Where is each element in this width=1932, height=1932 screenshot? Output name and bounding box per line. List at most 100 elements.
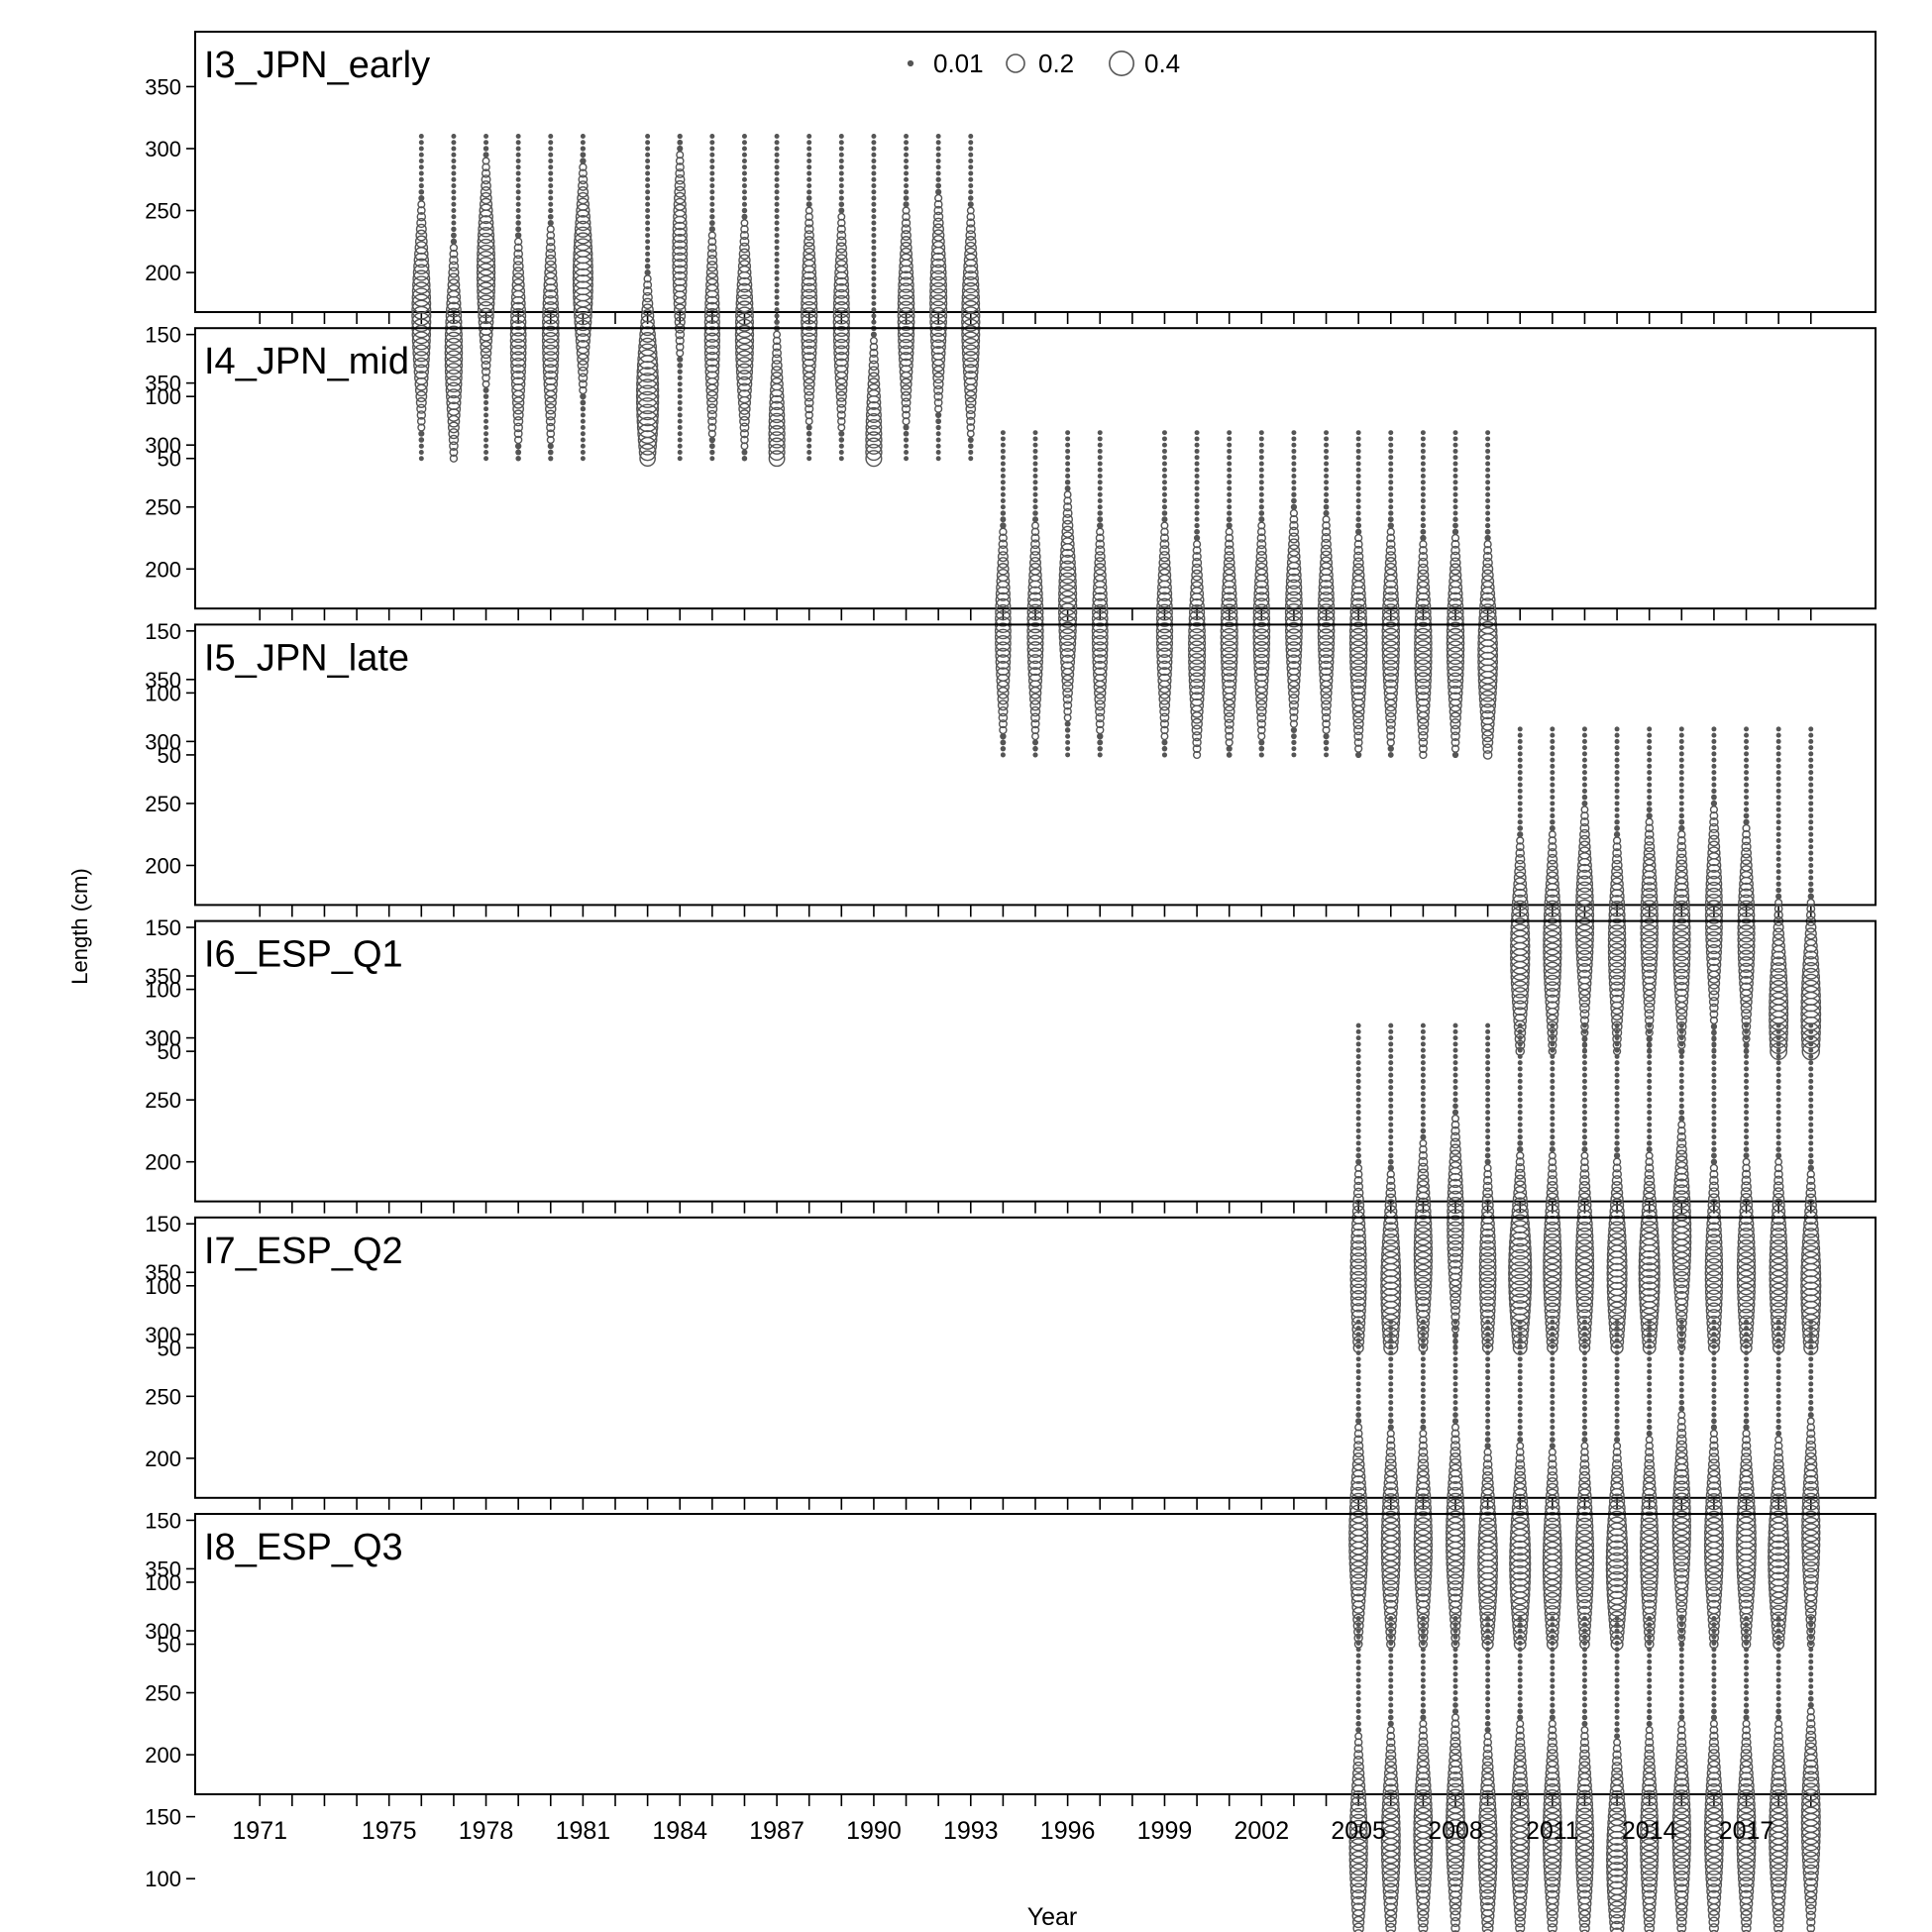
bubble xyxy=(1550,1078,1556,1084)
year-column-1989 xyxy=(832,133,850,462)
year-column-2015 xyxy=(1671,726,1691,1055)
bubble xyxy=(1485,1127,1491,1133)
bubble xyxy=(1452,455,1458,461)
bubble xyxy=(1643,1916,1656,1928)
bubble xyxy=(1355,497,1361,503)
bubble xyxy=(1614,1122,1620,1127)
year-column-2007 xyxy=(1414,430,1433,760)
bubble xyxy=(1605,1552,1629,1575)
bubble xyxy=(672,265,688,280)
year-column-2011 xyxy=(1542,1319,1562,1651)
bubble xyxy=(412,269,431,288)
bubble xyxy=(1711,757,1717,763)
bubble xyxy=(1744,1127,1750,1133)
bubble xyxy=(1775,1350,1781,1356)
bubble xyxy=(1711,1659,1717,1664)
bubble xyxy=(1188,659,1206,678)
bubble xyxy=(774,152,780,158)
bubble xyxy=(413,258,430,274)
bubble xyxy=(1808,1110,1814,1116)
bubble xyxy=(1614,1047,1620,1053)
bubble xyxy=(1708,983,1720,996)
y-tick-label: 200 xyxy=(145,1447,181,1471)
bubble xyxy=(542,351,560,369)
bubble xyxy=(1678,1381,1684,1387)
bubble xyxy=(1065,739,1071,745)
bubble xyxy=(1517,738,1523,744)
bubble xyxy=(1420,1412,1426,1418)
bubble xyxy=(1420,1072,1426,1078)
bubble xyxy=(1000,467,1006,473)
bubble xyxy=(445,388,462,405)
bubble xyxy=(645,245,651,251)
bubble xyxy=(580,140,586,146)
bubble xyxy=(1647,1659,1653,1664)
bubble xyxy=(900,384,912,396)
bubble xyxy=(1647,1615,1653,1621)
bubble xyxy=(1550,1425,1556,1431)
bubble xyxy=(1647,770,1653,776)
bubble xyxy=(1605,1558,1629,1581)
bubble xyxy=(806,133,812,139)
bubble xyxy=(1550,1671,1556,1677)
bubble xyxy=(1321,712,1332,723)
bubble xyxy=(481,168,491,178)
bubble xyxy=(1678,770,1684,776)
bubble xyxy=(1517,1647,1523,1653)
bubble xyxy=(1355,1085,1361,1091)
bubble xyxy=(801,339,817,356)
bubble xyxy=(1285,628,1303,646)
bubble xyxy=(1614,1362,1620,1368)
bubble xyxy=(871,275,877,281)
bubble xyxy=(833,338,850,356)
bubble xyxy=(544,266,558,279)
bubble xyxy=(1420,516,1426,522)
bubble xyxy=(1191,557,1203,569)
bubble xyxy=(1581,1332,1587,1338)
bubble xyxy=(1647,1110,1653,1116)
bubble xyxy=(1227,485,1233,491)
bubble xyxy=(1065,455,1071,461)
bubble xyxy=(445,381,463,399)
bubble xyxy=(1711,1671,1717,1677)
bubble xyxy=(1647,763,1653,769)
bubble xyxy=(1678,824,1685,832)
bubble xyxy=(1550,1431,1556,1437)
bubble xyxy=(1355,1721,1361,1727)
bubble xyxy=(838,146,844,152)
bubble xyxy=(1678,1399,1685,1406)
bubble xyxy=(1581,1078,1587,1084)
bubble xyxy=(645,189,651,195)
bubble xyxy=(1220,627,1238,647)
bubble xyxy=(1220,621,1238,640)
bubble xyxy=(961,331,981,351)
bubble xyxy=(1355,1091,1361,1097)
year-column-1985 xyxy=(703,133,721,462)
bubble xyxy=(412,275,431,294)
bubble xyxy=(705,277,719,292)
bubble xyxy=(1000,752,1006,758)
bubble xyxy=(1097,516,1104,523)
bubble xyxy=(734,312,755,332)
bubble xyxy=(734,331,755,351)
bubble xyxy=(772,348,782,359)
bubble xyxy=(1678,1326,1684,1332)
year-column-2017 xyxy=(1736,1615,1757,1932)
bubble xyxy=(1808,732,1814,738)
bubble xyxy=(1614,1085,1620,1091)
bubble xyxy=(774,307,780,313)
bubble xyxy=(1775,1140,1781,1146)
bubble xyxy=(1320,687,1333,699)
bubble xyxy=(1026,628,1044,646)
bubble xyxy=(548,189,554,195)
bubble xyxy=(1710,1158,1718,1165)
bubble xyxy=(1550,1022,1556,1028)
bubble xyxy=(1388,1035,1394,1041)
bubble xyxy=(770,376,784,391)
bubble xyxy=(1420,497,1426,503)
bubble xyxy=(1581,1097,1587,1103)
bubble xyxy=(1194,473,1200,479)
year-column-2011 xyxy=(1543,726,1562,1056)
bubble xyxy=(1452,473,1458,479)
